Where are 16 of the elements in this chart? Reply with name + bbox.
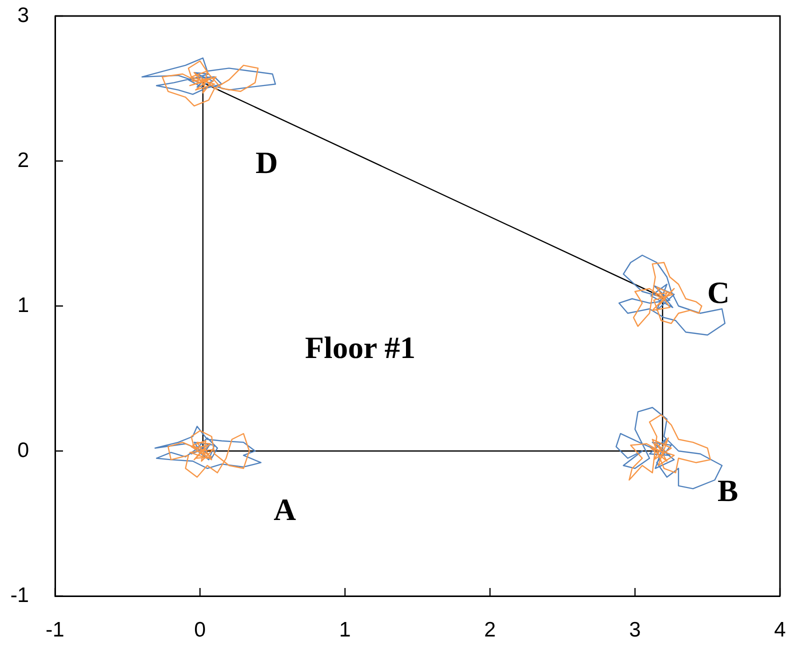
annotation: B xyxy=(717,472,738,508)
x-tick-label: 1 xyxy=(339,618,351,642)
annotation: Floor #1 xyxy=(304,330,416,366)
x-tick-label: 3 xyxy=(629,618,641,642)
y-tick-label: 3 xyxy=(17,4,29,27)
annotation: A xyxy=(274,492,297,527)
x-tick-label: 2 xyxy=(484,618,496,642)
y-tick-label: 2 xyxy=(17,148,29,172)
x-tick-label: -1 xyxy=(46,618,64,642)
y-tick-label: 0 xyxy=(17,438,29,462)
y-tick-label: -1 xyxy=(10,584,29,607)
annotation: D xyxy=(256,145,278,180)
x-tick-label: 0 xyxy=(194,618,206,642)
y-tick-label: 1 xyxy=(17,294,29,317)
x-tick-label: 4 xyxy=(774,618,786,642)
annotation: C xyxy=(707,274,730,310)
